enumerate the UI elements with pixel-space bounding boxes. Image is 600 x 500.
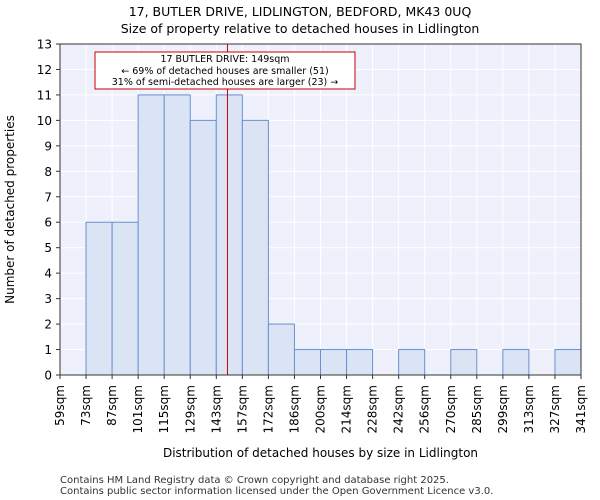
bar-200sqm [320, 349, 348, 376]
annotation-box [94, 51, 356, 90]
bars [85, 94, 582, 376]
y-tick-label: 0 [44, 369, 52, 383]
y-axis-label: Number of detached properties [3, 115, 17, 304]
bar-270sqm [450, 349, 478, 376]
bar-242sqm [398, 349, 426, 376]
x-tick-label: 214sqm [340, 385, 354, 433]
x-tick-label: 327sqm [548, 385, 562, 433]
x-tick-label: 115sqm [157, 385, 171, 433]
x-tick-label: 285sqm [470, 385, 484, 433]
bar-327sqm [554, 349, 582, 376]
x-tick-label: 73sqm [79, 385, 93, 426]
bar-143sqm [215, 94, 243, 376]
y-tick-label: 6 [44, 216, 52, 230]
y-tick-label: 5 [44, 241, 52, 255]
bar-129sqm [189, 119, 217, 376]
x-tick-label: 157sqm [235, 385, 249, 433]
annotation-line-1: 17 BUTLER DRIVE: 149sqm [160, 54, 289, 65]
bar-299sqm [502, 349, 530, 376]
x-tick-label: 299sqm [496, 385, 510, 433]
bar-87sqm [111, 221, 139, 376]
x-tick-label: 101sqm [131, 385, 145, 433]
x-tick-label: 313sqm [522, 385, 536, 433]
x-tick-label: 256sqm [418, 385, 432, 433]
footer-line-2: Contains public sector information licen… [60, 486, 494, 497]
bar-186sqm [293, 349, 322, 376]
x-tick-label: 87sqm [105, 385, 119, 426]
y-tick-label: 2 [44, 318, 52, 332]
y-tick-label: 12 [37, 63, 52, 77]
y-tick-label: 7 [44, 190, 52, 204]
y-tick-label: 8 [44, 165, 52, 179]
bar-214sqm [346, 349, 374, 376]
chart-subtitle: Size of property relative to detached ho… [120, 21, 480, 36]
bar-115sqm [163, 94, 191, 376]
footer-line-1: Contains HM Land Registry data © Crown c… [60, 475, 449, 486]
x-tick-label: 341sqm [574, 385, 588, 433]
bar-157sqm [241, 119, 269, 376]
y-tick-label: 3 [44, 292, 52, 306]
y-tick-label: 13 [37, 38, 52, 52]
y-tick-label: 10 [37, 114, 52, 128]
x-axis-label: Distribution of detached houses by size … [163, 446, 478, 460]
x-tick-label: 200sqm [314, 385, 328, 433]
x-axis: 59sqm 73sqm 87sqm 101sqm 115sqm 129sqm 143sqm 1… [53, 375, 588, 433]
annotation-line-3: 31% of semi-detached houses are larger (… [112, 77, 339, 88]
chart-title: 17, BUTLER DRIVE, LIDLINGTON, BEDFORD, M… [128, 4, 472, 19]
x-tick-label: 228sqm [366, 385, 380, 433]
y-tick-label: 1 [44, 343, 52, 357]
x-tick-label: 129sqm [183, 385, 197, 433]
bar-172sqm [267, 323, 295, 376]
annotation-line-2: ← 69% of detached houses are smaller (51… [121, 66, 328, 77]
y-tick-label: 4 [44, 267, 52, 281]
plot-frame [59, 43, 582, 376]
bar-73sqm [85, 221, 113, 376]
y-tick-label: 11 [37, 88, 52, 102]
x-tick-label: 242sqm [392, 385, 406, 433]
x-tick-label: 270sqm [444, 385, 458, 433]
x-tick-label: 59sqm [53, 385, 67, 426]
bar-101sqm [137, 94, 165, 376]
x-tick-label: 143sqm [209, 385, 223, 433]
x-tick-label: 172sqm [261, 385, 275, 433]
x-tick-label: 186sqm [287, 385, 301, 433]
y-tick-label: 9 [44, 139, 52, 153]
